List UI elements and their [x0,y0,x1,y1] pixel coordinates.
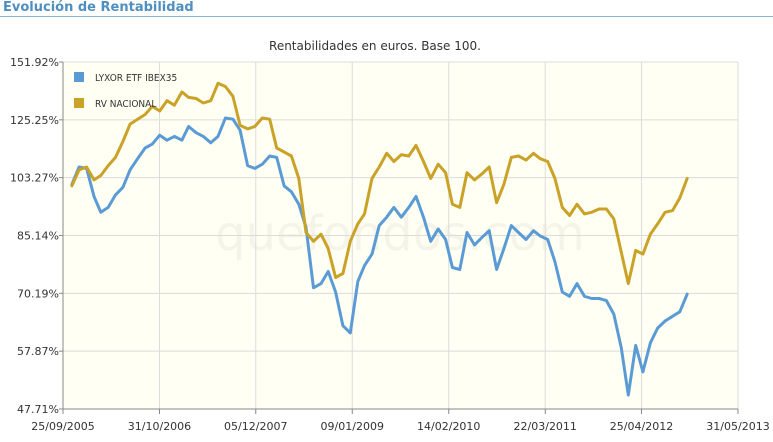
chart-title: Rentabilidades en euros. Base 100. [269,39,481,53]
y-tick-label: 47.71% [17,403,59,416]
y-tick-label: 125.25% [10,114,59,127]
legend-label: RV NACIONAL [95,99,156,110]
x-tick-label: 14/02/2010 [417,420,480,433]
legend-swatch [74,98,84,108]
x-tick-label: 25/09/2005 [31,420,94,433]
legend-label: LYXOR ETF IBEX35 [95,73,177,84]
title-divider [0,16,773,17]
y-tick-label: 85.14% [17,229,59,242]
x-tick-label: 05/12/2007 [224,420,287,433]
x-tick-label: 31/05/2013 [706,420,769,433]
series-line-rv-nacional [70,81,689,286]
series-line-lyxor-etf-ibex35 [70,116,689,397]
y-tick-label: 151.92% [10,56,59,69]
y-tick-label: 57.87% [17,345,59,358]
x-tick-label: 22/03/2011 [514,420,577,433]
x-tick-label: 31/10/2006 [128,420,191,433]
section-title: Evolución de Rentabilidad [3,0,194,15]
y-tick-label: 70.19% [17,287,59,300]
x-tick-label: 25/04/2012 [610,420,673,433]
legend-swatch [74,72,84,82]
y-tick-label: 103.27% [10,172,59,185]
x-tick-label: 09/01/2009 [321,420,384,433]
